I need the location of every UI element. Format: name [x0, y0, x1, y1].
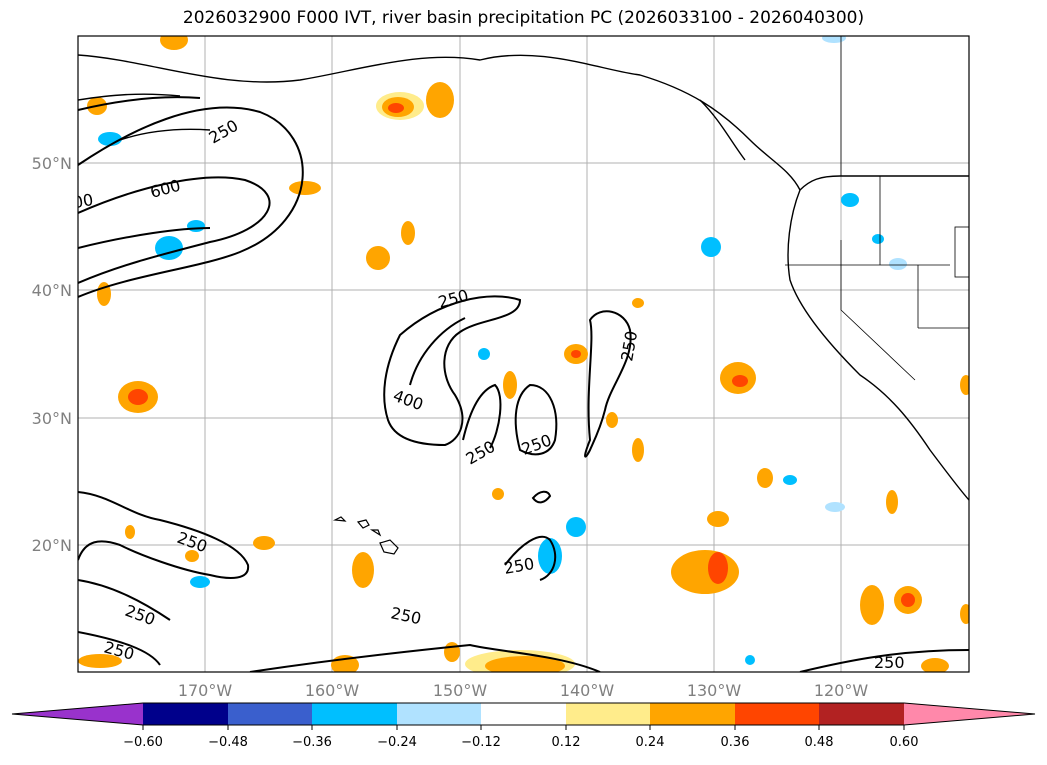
positive-blob: [289, 181, 321, 195]
lon-label: 130°W: [687, 681, 742, 700]
positive-blob: [757, 468, 773, 488]
positive-blob: [160, 36, 188, 50]
negative-blob: [478, 348, 490, 360]
positive-blob: [185, 550, 199, 562]
lat-label: 40°N: [32, 281, 72, 300]
lat-label: 20°N: [32, 536, 72, 555]
negative-blob: [538, 538, 562, 574]
lon-label: 120°W: [814, 681, 869, 700]
colorbar-segment: [143, 703, 228, 725]
positive-blob: [118, 381, 158, 413]
positive-blob: [960, 604, 969, 624]
negative-blob: [889, 258, 907, 270]
positive-blob: [632, 298, 644, 308]
negative-blob: [190, 576, 210, 588]
longitude-labels: 170°W 160°W 150°W 140°W 130°W 120°W: [178, 681, 869, 700]
lon-label: 160°W: [305, 681, 360, 700]
positive-blob: [503, 371, 517, 399]
colorbar-tick-label: −0.48: [208, 735, 248, 750]
negative-blob: [872, 234, 884, 244]
negative-blob: [841, 193, 859, 207]
colorbar-extend-low: [12, 703, 143, 725]
positive-blob: [606, 412, 618, 428]
colorbar-extend-high: [904, 703, 1035, 725]
colorbar-tick-label: 0.36: [721, 735, 750, 750]
positive-blob: [720, 362, 756, 394]
negative-blob: [187, 220, 205, 232]
lat-label: 50°N: [32, 154, 72, 173]
latitude-labels: 50°N 40°N 30°N 20°N: [32, 154, 72, 555]
colorbar-segment: [819, 703, 904, 725]
positive-blob: [860, 585, 922, 625]
colorbar-segment: [397, 703, 481, 725]
positive-blob: [125, 525, 135, 539]
positive-blob: [707, 511, 729, 527]
state-borders: [785, 36, 969, 381]
colorbar-tick-label: −0.24: [377, 735, 417, 750]
colorbar-segment: [228, 703, 312, 725]
ivt-contours: [78, 96, 969, 672]
positive-blob: [78, 642, 949, 672]
contour-label: 250: [874, 653, 905, 672]
positive-blob: [253, 536, 275, 550]
hawaiian-islands: [332, 516, 399, 555]
positive-blob: [366, 246, 390, 270]
negative-blob: [745, 655, 755, 665]
positive-blob: [352, 552, 374, 588]
lon-label: 150°W: [433, 681, 488, 700]
positive-blob: [564, 344, 588, 364]
positive-blob: [426, 82, 454, 118]
colorbar-segment: [566, 703, 650, 725]
positive-blob: [492, 488, 504, 500]
coastline: [78, 54, 969, 501]
negative-blob: [783, 475, 797, 485]
colorbar: −0.60 −0.48 −0.36 −0.24 −0.12 0.12 0.24 …: [11, 702, 1036, 750]
map-frame: [77, 35, 970, 673]
precipitation-anomaly-fills: [78, 36, 969, 672]
negative-blob: [566, 517, 586, 537]
colorbar-tick-label: −0.36: [292, 735, 332, 750]
colorbar-segment: [481, 703, 566, 725]
colorbar-tick-label: 0.48: [805, 735, 834, 750]
positive-blob: [960, 375, 969, 395]
negative-blob: [701, 237, 721, 257]
lon-label: 170°W: [178, 681, 233, 700]
map-title: 2026032900 F000 IVT, river basin precipi…: [182, 8, 865, 28]
colorbar-tick-label: −0.60: [123, 735, 163, 750]
colorbar-tick-label: 0.12: [552, 735, 581, 750]
lat-label: 30°N: [32, 409, 72, 428]
positive-blob: [376, 92, 424, 120]
negative-blob: [822, 36, 846, 43]
lon-label: 140°W: [560, 681, 615, 700]
positive-blob: [401, 221, 415, 245]
colorbar-segment: [312, 703, 397, 725]
negative-blob: [825, 502, 845, 512]
colorbar-tick-label: 0.24: [636, 735, 665, 750]
positive-blob: [886, 490, 898, 514]
colorbar-segment: [735, 703, 819, 725]
positive-blob: [632, 438, 644, 462]
contour-label: 400: [61, 190, 94, 214]
positive-blob: [671, 550, 739, 594]
colorbar-segment: [650, 703, 735, 725]
colorbar-tick-label: 0.60: [890, 735, 919, 750]
colorbar-tick-label: −0.12: [461, 735, 501, 750]
map-area: [78, 36, 969, 672]
